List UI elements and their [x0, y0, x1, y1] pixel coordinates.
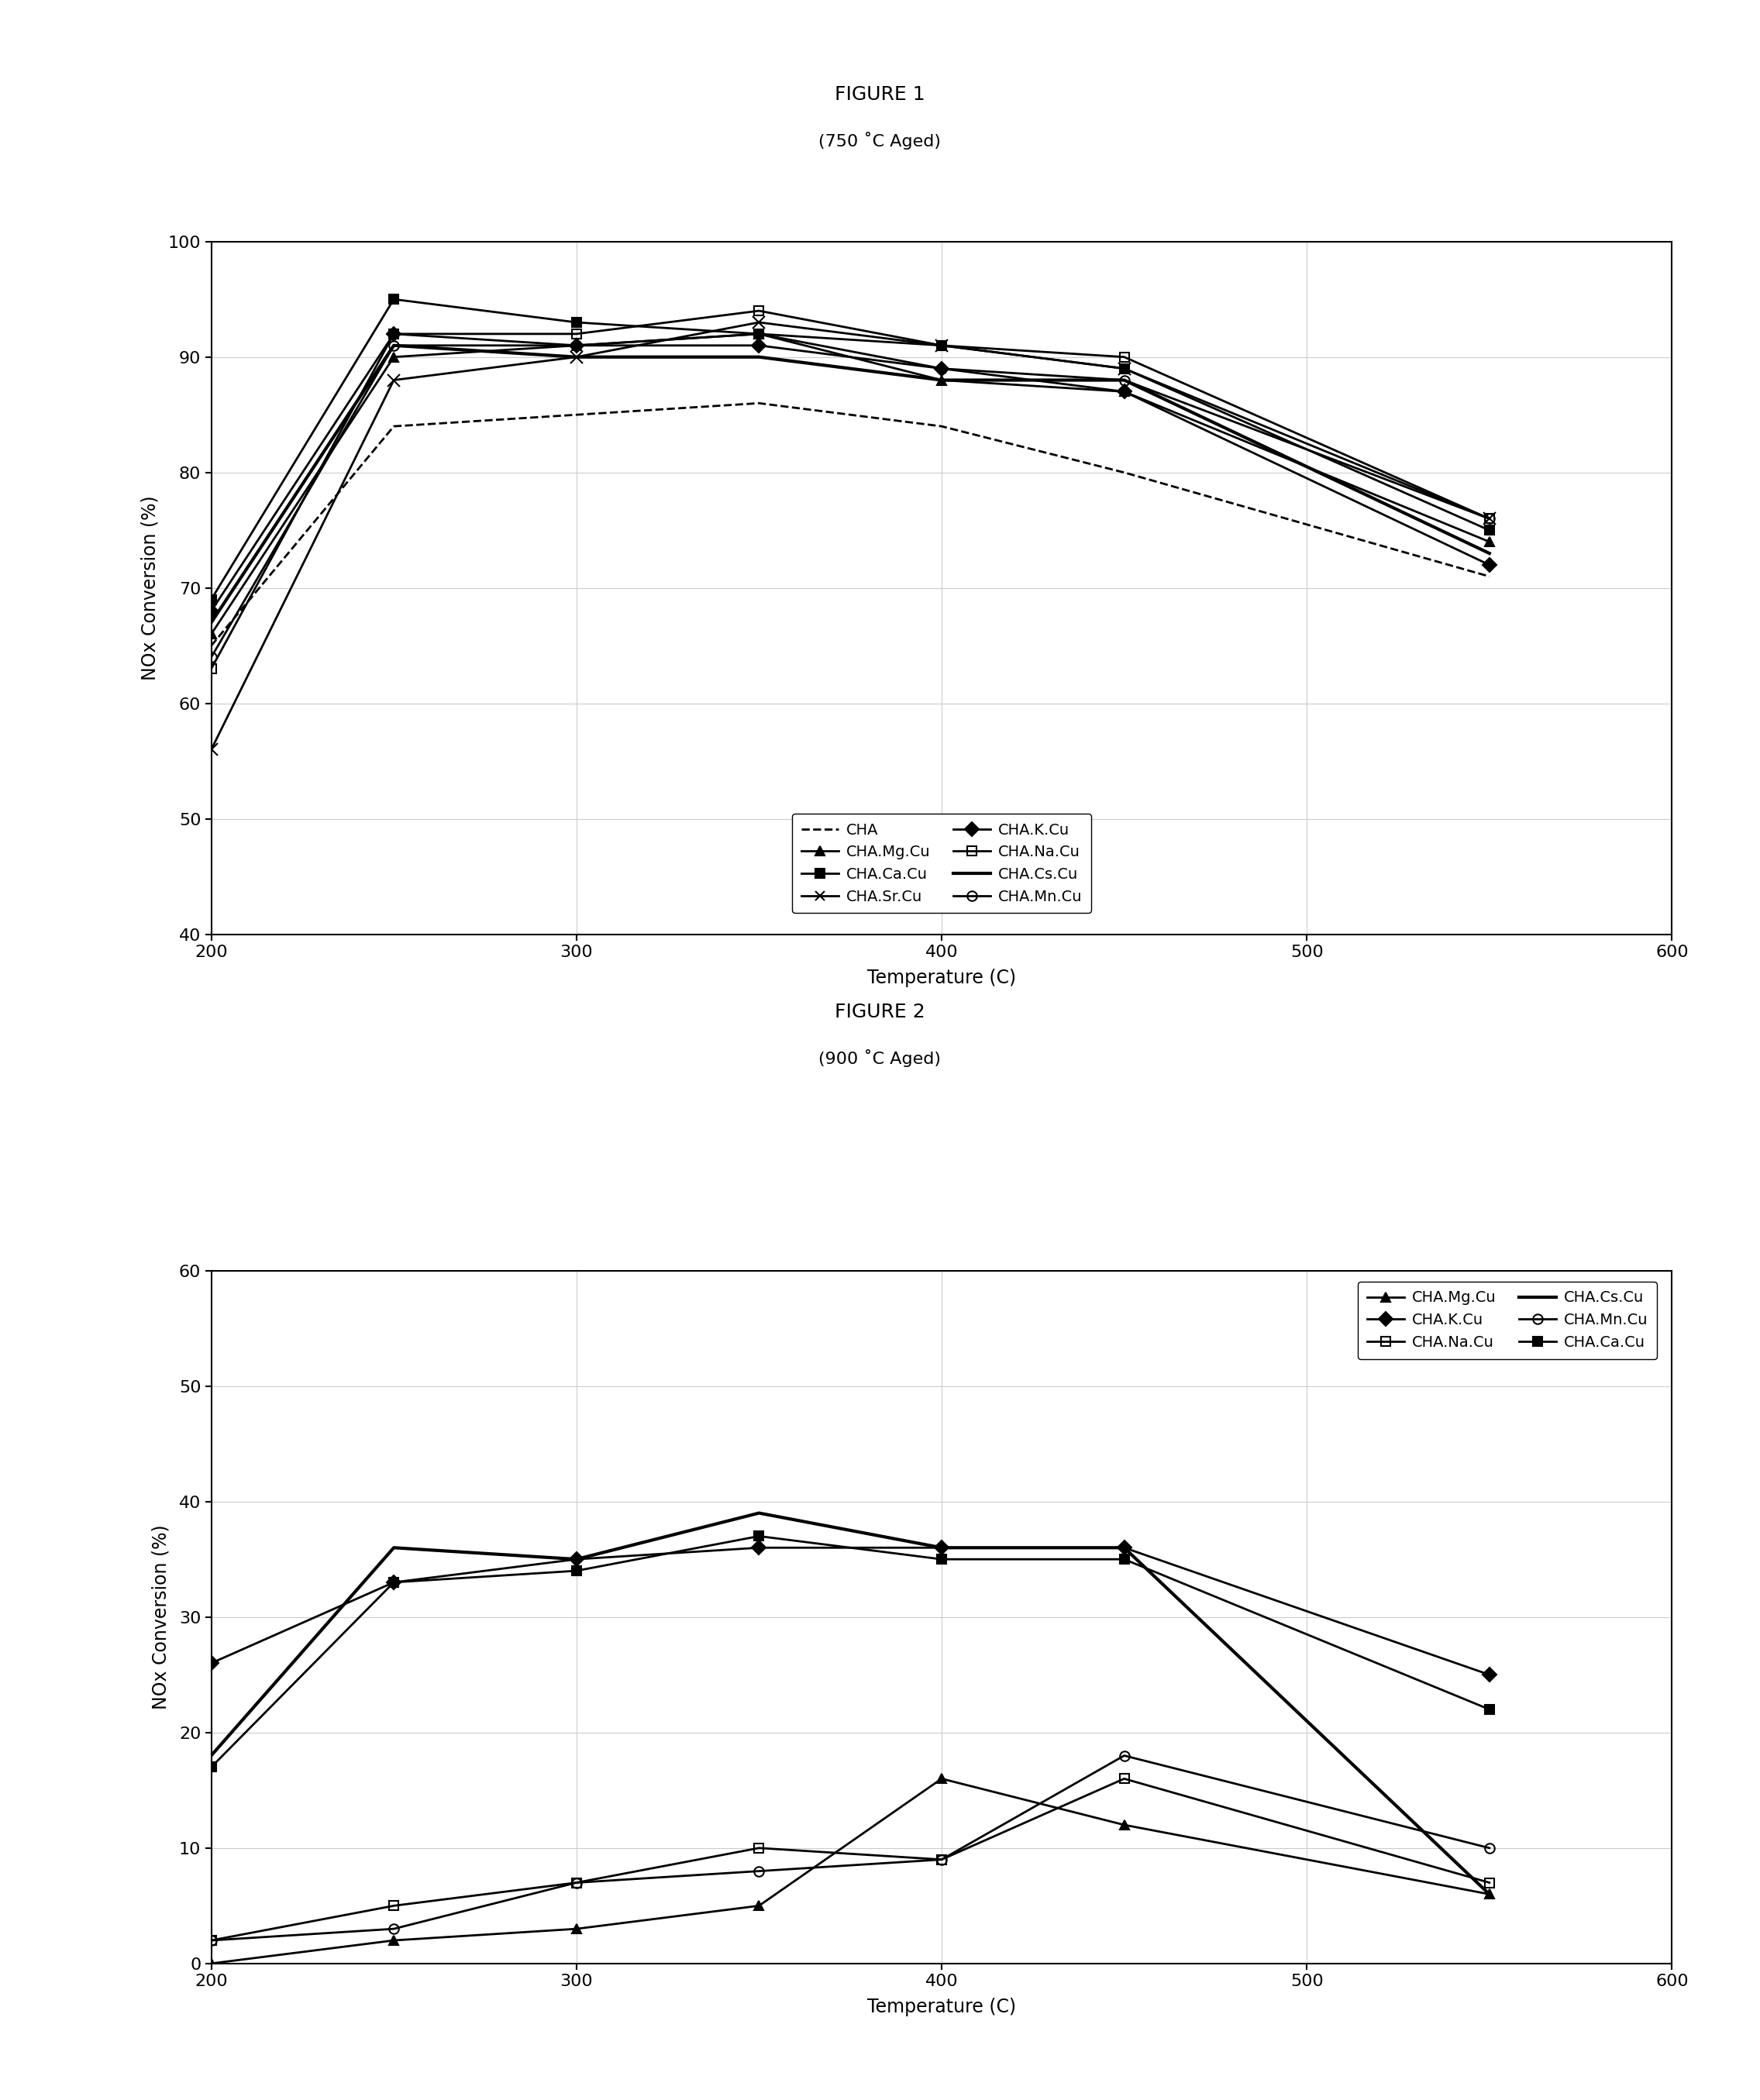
Legend: CHA.Mg.Cu, CHA.K.Cu, CHA.Na.Cu, CHA.Cs.Cu, CHA.Mn.Cu, CHA.Ca.Cu: CHA.Mg.Cu, CHA.K.Cu, CHA.Na.Cu, CHA.Cs.C…: [1357, 1281, 1658, 1359]
Text: FIGURE 1: FIGURE 1: [834, 86, 926, 103]
X-axis label: Temperature (C): Temperature (C): [868, 1997, 1016, 2016]
X-axis label: Temperature (C): Temperature (C): [868, 968, 1016, 987]
Y-axis label: NOx Conversion (%): NOx Conversion (%): [151, 1525, 171, 1709]
Y-axis label: NOx Conversion (%): NOx Conversion (%): [141, 496, 160, 680]
Text: (900 ˚C Aged): (900 ˚C Aged): [818, 1050, 942, 1067]
Text: FIGURE 2: FIGURE 2: [834, 1004, 926, 1021]
Legend: CHA, CHA.Mg.Cu, CHA.Ca.Cu, CHA.Sr.Cu, CHA.K.Cu, CHA.Na.Cu, CHA.Cs.Cu, CHA.Mn.Cu: CHA, CHA.Mg.Cu, CHA.Ca.Cu, CHA.Sr.Cu, CH…: [792, 813, 1091, 914]
Text: (750 ˚C Aged): (750 ˚C Aged): [818, 132, 942, 149]
